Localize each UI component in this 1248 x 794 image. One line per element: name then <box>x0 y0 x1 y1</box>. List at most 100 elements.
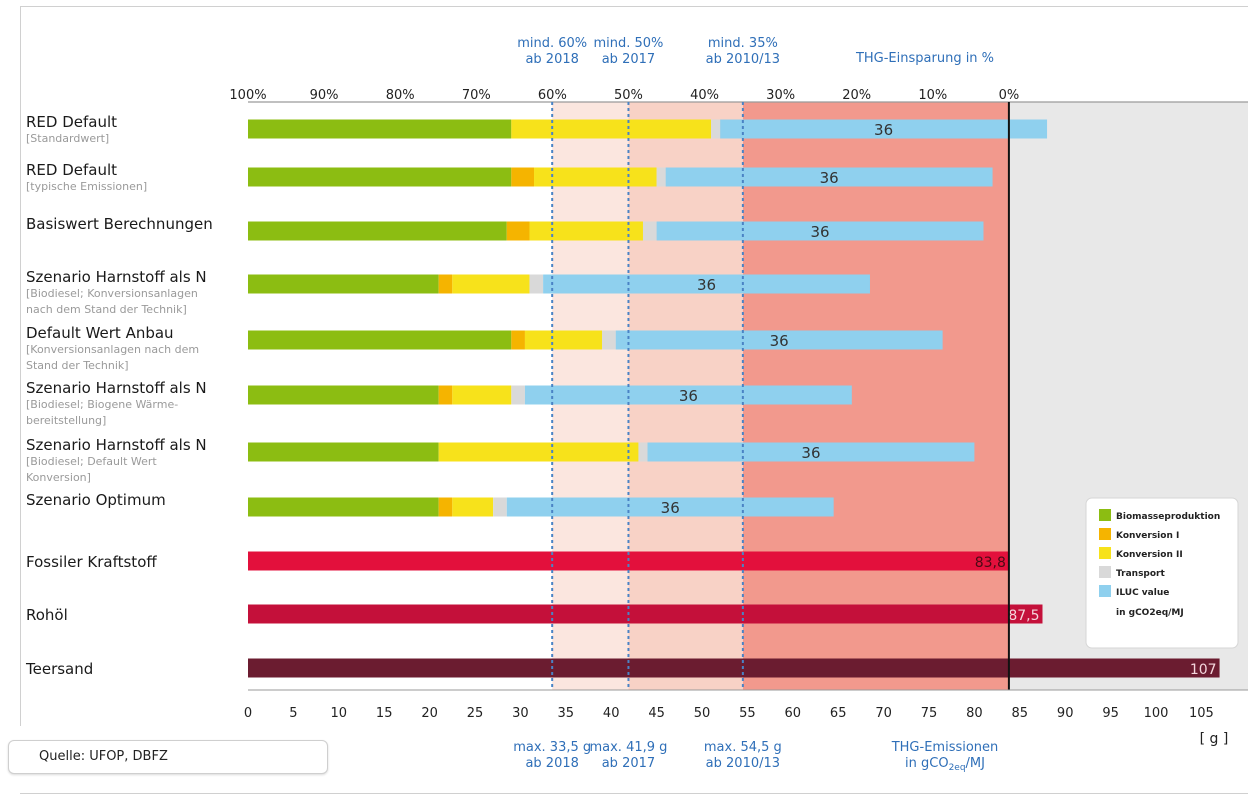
bar-segment-iluc-value <box>543 274 870 294</box>
x-tick-label: 55 <box>739 706 756 721</box>
fossil-row-label: Rohöl <box>26 606 68 624</box>
legend-unit: in gCO2eq/MJ <box>1116 608 1184 618</box>
top-tick-label: 60% <box>538 88 567 103</box>
legend-swatch <box>1099 566 1111 578</box>
top-tick-label: 100% <box>229 88 266 103</box>
x-tick-label: 15 <box>376 706 393 721</box>
bar-segment-transport <box>529 274 544 294</box>
fossil-bar <box>248 658 1220 678</box>
x-tick-label: 85 <box>1012 706 1029 721</box>
threshold-bottom-label: ab 2017 <box>602 756 655 771</box>
threshold-top-label: mind. 35% <box>708 36 778 51</box>
bar-segment-iluc-value <box>656 221 984 241</box>
legend-label: Konversion I <box>1116 531 1179 541</box>
x-tick-label: 65 <box>830 706 847 721</box>
top-tick-label: 30% <box>766 88 795 103</box>
x-tick-label: 20 <box>421 706 438 721</box>
iluc-value-label: 36 <box>661 499 680 517</box>
bar-segment-konversion-i <box>438 274 453 294</box>
x-tick-label: 5 <box>289 706 297 721</box>
top-tick-label: 40% <box>690 88 719 103</box>
top-tick-label: 90% <box>310 88 339 103</box>
frame-left-line <box>20 6 21 726</box>
x-tick-label: 45 <box>648 706 665 721</box>
legend-swatch <box>1099 547 1111 559</box>
x-unit-label: [ g ] <box>1200 731 1229 747</box>
threshold-top-label: ab 2010/13 <box>706 52 780 67</box>
iluc-value-label: 36 <box>874 121 893 139</box>
fossil-bar <box>248 604 1043 624</box>
top-tick-label: 20% <box>842 88 871 103</box>
row-sublabel: [Biodiesel; Default Wert <box>26 455 157 468</box>
bar-segment-biomasseproduktion <box>248 442 439 462</box>
iluc-value-label: 36 <box>801 444 820 462</box>
row-sublabel: [Konversionsanlagen nach dem <box>26 343 199 356</box>
bar-segment-konversion-ii <box>452 497 494 517</box>
bar-segment-konversion-ii <box>511 119 712 139</box>
source-box: Quelle: UFOP, DBFZ <box>8 740 328 774</box>
bar-segment-transport <box>711 119 721 139</box>
bar-segment-biomasseproduktion <box>248 497 439 517</box>
legend-label: Biomasseproduktion <box>1116 512 1220 522</box>
bar-segment-konversion-i <box>438 497 453 517</box>
bar-segment-biomasseproduktion <box>248 330 512 350</box>
threshold-bottom-label: ab 2018 <box>525 756 578 771</box>
iluc-value-label: 36 <box>697 276 716 294</box>
bar-segment-konversion-ii <box>452 274 530 294</box>
top-tick-label: 0% <box>999 88 1020 103</box>
threshold-bottom-label: max. 54,5 g <box>704 740 782 755</box>
bar-segment-konversion-i <box>438 385 453 405</box>
threshold-bottom-label: max. 41,9 g <box>589 740 667 755</box>
threshold-top-label: mind. 60% <box>517 36 587 51</box>
bar-segment-konversion-ii <box>524 330 603 350</box>
threshold-bottom-label: max. 33,5 g <box>513 740 591 755</box>
bar-segment-konversion-ii <box>438 442 639 462</box>
legend-swatch <box>1099 585 1111 597</box>
bar-segment-konversion-ii <box>534 167 657 187</box>
legend-label: ILUC value <box>1116 588 1169 598</box>
row-sublabel: [typische Emissionen] <box>26 180 147 193</box>
x-tick-label: 60 <box>785 706 802 721</box>
bar-segment-biomasseproduktion <box>248 221 507 241</box>
threshold-bottom-label: ab 2010/13 <box>706 756 780 771</box>
x-axis-title: THG-Emissionen <box>891 740 999 755</box>
bar-segment-iluc-value <box>615 330 943 350</box>
bar-segment-transport <box>602 330 616 350</box>
x-tick-label: 100 <box>1144 706 1169 721</box>
threshold-top-label: ab 2018 <box>525 52 578 67</box>
iluc-value-label: 36 <box>810 223 829 241</box>
row-label: Szenario Harnstoff als N <box>26 268 207 286</box>
bar-segment-konversion-i <box>511 330 525 350</box>
x-tick-label: 0 <box>244 706 252 721</box>
iluc-value-label: 36 <box>820 169 839 187</box>
row-sublabel: nach dem Stand der Technik] <box>26 303 187 316</box>
top-tick-label: 70% <box>462 88 491 103</box>
row-sublabel: bereitstellung] <box>26 414 106 427</box>
x-tick-label: 80 <box>966 706 983 721</box>
x-tick-label: 90 <box>1057 706 1074 721</box>
row-label: Szenario Harnstoff als N <box>26 436 207 454</box>
row-label: RED Default <box>26 113 117 131</box>
x-tick-label: 50 <box>694 706 711 721</box>
row-label: Default Wert Anbau <box>26 324 174 342</box>
threshold-top-label: ab 2017 <box>602 52 655 67</box>
row-label: Szenario Harnstoff als N <box>26 379 207 397</box>
bar-segment-konversion-ii <box>452 385 512 405</box>
legend-label: Konversion II <box>1116 550 1183 560</box>
row-sublabel: Konversion] <box>26 471 91 484</box>
x-tick-label: 70 <box>875 706 892 721</box>
top-axis-title: THG-Einsparung in % <box>855 51 994 66</box>
iluc-value-label: 36 <box>770 332 789 350</box>
bar-segment-transport <box>511 385 525 405</box>
fossil-row-label: Fossiler Kraftstoff <box>26 553 157 571</box>
bar-segment-konversion-ii <box>529 221 643 241</box>
row-label: RED Default <box>26 161 117 179</box>
bar-segment-iluc-value <box>524 385 852 405</box>
bar-segment-biomasseproduktion <box>248 167 512 187</box>
legend-box <box>1085 497 1239 649</box>
threshold-top-label: mind. 50% <box>593 36 663 51</box>
fossil-value-label: 87,5 <box>1008 608 1039 624</box>
bar-segment-konversion-i <box>506 221 530 241</box>
bar-segment-transport <box>642 221 657 241</box>
